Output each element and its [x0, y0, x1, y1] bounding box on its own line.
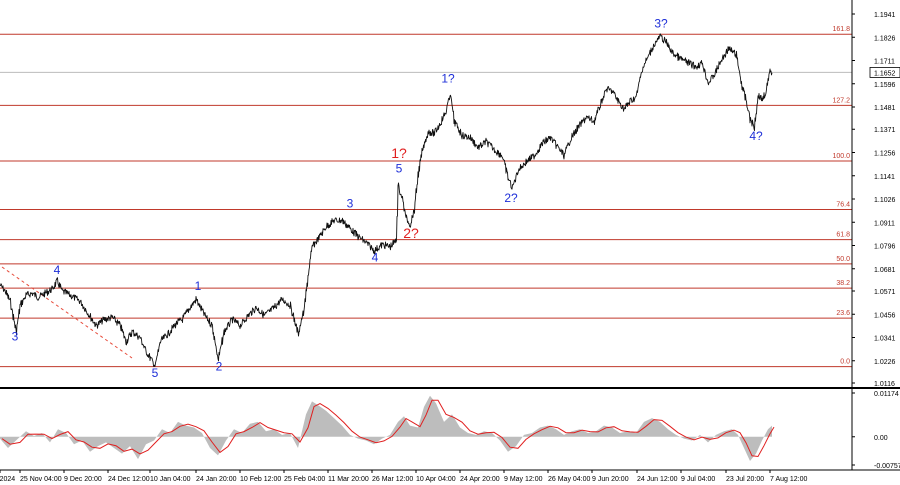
fib-label-1: 127.2 — [832, 97, 850, 104]
y-tick-9: 1.0911 — [874, 220, 895, 227]
x-tick-9: 26 Mar 12:00 — [372, 476, 413, 483]
trend-lines — [1, 266, 133, 359]
x-tick-15: 24 Jun 12:00 — [637, 476, 678, 483]
x-tick-13: 26 May 04:00 — [548, 476, 591, 483]
y-tick-14: 1.0341 — [874, 336, 896, 343]
fib-label-8: 0.0 — [840, 359, 850, 366]
y-tick-0: 1.1941 — [874, 12, 896, 19]
wave-label-5: 3 — [347, 196, 354, 210]
x-tick-5: 24 Jan 20:00 — [196, 476, 237, 483]
wave-label-2: 1 — [195, 279, 202, 293]
y-tick-1: 1.1826 — [874, 35, 896, 42]
x-tick-11: 24 Apr 20:00 — [460, 476, 500, 483]
wave-label-10: 1? — [441, 72, 455, 86]
price-series — [0, 33, 773, 368]
y-tick-2: 1.1711 — [874, 59, 895, 66]
fib-label-2: 100.0 — [832, 153, 850, 160]
wave-label-12: 3? — [654, 16, 668, 30]
x-tick-0: 11 Nov 2024 — [0, 476, 15, 483]
wave-label-6: 4 — [372, 250, 379, 264]
wave-label-8: 1? — [391, 145, 407, 161]
y-tick-7: 1.1141 — [874, 174, 895, 181]
y-tick-6: 1.1256 — [874, 151, 896, 158]
price-line — [0, 33, 773, 368]
wave-label-13: 4? — [749, 129, 763, 143]
x-tick-3: 24 Dec 12:00 — [108, 476, 150, 483]
x-tick-12: 9 May 12:00 — [504, 476, 543, 483]
oscillator-panel — [0, 395, 775, 461]
fib-label-7: 23.6 — [836, 310, 850, 317]
osc-tick-1: 0.00 — [874, 435, 888, 442]
x-tick-8: 11 Mar 20:00 — [328, 476, 369, 483]
wave-label-1: 4 — [54, 263, 61, 277]
fib-label-5: 50.0 — [836, 256, 850, 263]
fib-label-6: 38.2 — [836, 280, 850, 287]
x-tick-18: 7 Aug 12:00 — [770, 476, 807, 483]
y-tick-5: 1.1371 — [874, 127, 896, 134]
y-tick-10: 1.0796 — [874, 244, 896, 251]
wave-label-3: 5 — [152, 366, 159, 380]
wave-label-0: 3 — [12, 330, 19, 344]
y-tick-15: 1.0226 — [874, 359, 896, 366]
current-price-label: 1.1652 — [874, 70, 896, 77]
osc-tick-2: -0.00757 — [874, 463, 900, 470]
y-tick-3: 1.1596 — [874, 82, 896, 89]
wave-label-9: 2? — [403, 225, 419, 241]
current-price-badge — [869, 67, 900, 78]
x-tick-10: 10 Apr 04:00 — [416, 476, 456, 483]
fib-label-4: 61.8 — [836, 232, 850, 239]
y-tick-4: 1.1481 — [874, 105, 896, 112]
osc-tick-0: 0.01174 — [874, 391, 899, 398]
trend-line — [1, 266, 133, 359]
wave-label-11: 2? — [504, 191, 518, 205]
x-tick-16: 9 Jul 04:00 — [681, 476, 715, 483]
y-tick-8: 1.1026 — [874, 197, 896, 204]
y-tick-11: 1.0681 — [874, 267, 896, 274]
y-tick-12: 1.0571 — [874, 289, 896, 296]
fib-label-0: 161.8 — [832, 26, 850, 33]
x-tick-6: 10 Feb 12:00 — [240, 476, 281, 483]
wave-label-4: 2 — [216, 359, 223, 373]
x-tick-2: 9 Dec 20:00 — [64, 476, 102, 483]
y-tick-13: 1.0456 — [874, 312, 896, 319]
y-tick-16: 1.0116 — [874, 381, 895, 388]
x-tick-4: 10 Jan 04:00 — [150, 476, 191, 483]
x-tick-17: 23 Jul 20:00 — [726, 476, 764, 483]
oscillator-signal-line — [1, 399, 775, 458]
fibonacci-levels: 161.8 127.2 100.0 76.4 61.8 50.0 38.2 23.6 0.0 — [0, 26, 852, 368]
fib-label-3: 76.4 — [836, 202, 850, 209]
wave-label-7: 5 — [396, 161, 403, 175]
x-tick-14: 9 Jun 20:00 — [592, 476, 629, 483]
x-tick-1: 25 Nov 04:00 — [20, 476, 62, 483]
x-tick-7: 25 Feb 04:00 — [284, 476, 325, 483]
